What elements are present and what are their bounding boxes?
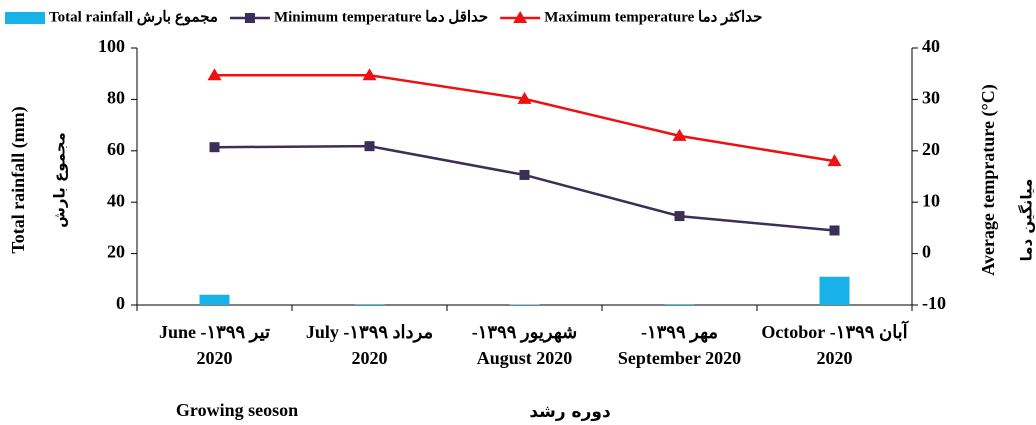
x-tick-label: مهر ۱۳۹۹- September 2020: [617, 322, 742, 368]
y-tick-label: 100: [98, 36, 125, 56]
y-tick-label: 60: [107, 139, 125, 159]
y-axis-title-fa: مجموع بارش: [51, 132, 69, 228]
point: [674, 211, 685, 222]
legend-label: Maximum temperature حداکثر دما: [544, 9, 762, 25]
y-axis-title: Total rainfall (mm): [8, 106, 29, 253]
x-tick-label: شهریور ۱۳۹۹- August 2020: [471, 322, 578, 368]
y-tick-label: 80: [107, 88, 125, 108]
y2-tick-label: -10: [922, 293, 946, 313]
x-tick-label: مرداد ۱۳۹۹- July 2020: [305, 322, 434, 368]
y2-tick-label: 20: [922, 139, 940, 159]
y2-tick-label: 10: [922, 190, 940, 210]
legend-swatch: [5, 12, 45, 24]
x-axis-title: Growing seoson: [176, 400, 298, 420]
point: [364, 141, 375, 152]
legend-marker: [244, 13, 255, 23]
y2-axis-title: Average temprature (°C): [978, 84, 999, 275]
legend-label: Total rainfall مجموع بارش: [49, 9, 218, 25]
legend-marker: [513, 11, 528, 23]
point: [209, 142, 220, 153]
bar: [199, 294, 230, 305]
x-axis-title-fa: دوره رشد: [529, 402, 611, 422]
line: [214, 144, 835, 232]
y2-tick-label: 30: [922, 88, 940, 108]
point: [517, 91, 532, 104]
point: [362, 68, 377, 81]
x-tick-label: تیر ۱۳۹۹- June 2020: [158, 322, 271, 368]
x-tick-label: آبان ۱۳۹۹- Octobor 2020: [761, 322, 908, 368]
point: [829, 225, 840, 236]
y2-tick-label: 0: [922, 242, 931, 262]
point: [672, 128, 687, 141]
bar: [819, 276, 850, 305]
bar: [354, 304, 385, 305]
bar: [509, 304, 540, 305]
point: [519, 169, 530, 180]
y2-tick-label: 40: [922, 36, 940, 56]
legend-label: Minimum temperature حداقل دما: [274, 9, 488, 25]
point: [827, 154, 842, 167]
y-tick-label: 0: [116, 293, 125, 313]
y2-axis-title-fa: میانگین دما: [1018, 179, 1036, 262]
y-tick-label: 40: [107, 190, 125, 210]
bar: [664, 304, 695, 305]
point: [207, 68, 222, 81]
y-tick-label: 20: [107, 242, 125, 262]
line: [214, 73, 835, 163]
